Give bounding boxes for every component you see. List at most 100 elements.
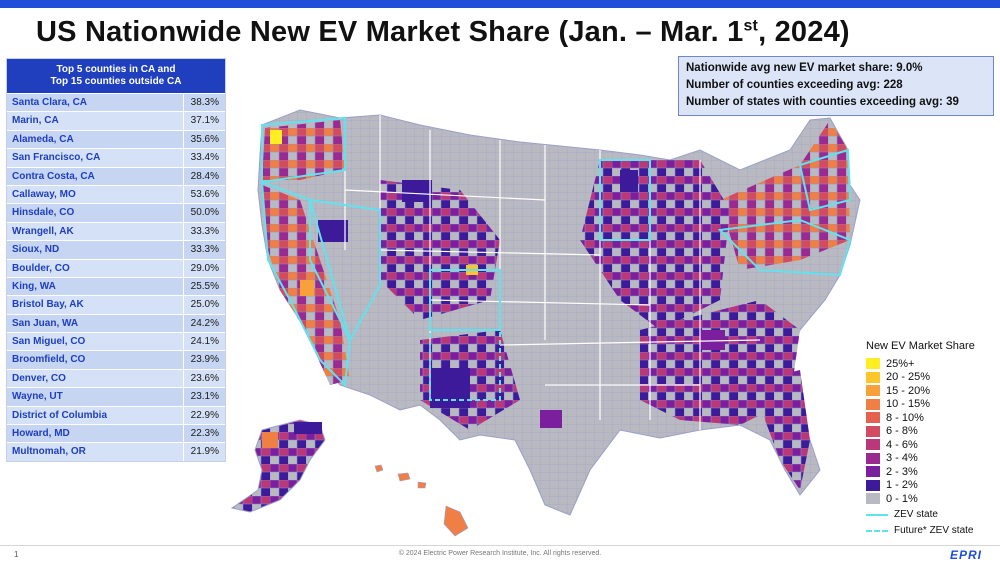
county-name: Alameda, CA xyxy=(12,133,74,145)
footer-divider xyxy=(0,545,1000,546)
legend-item: 1 - 2% xyxy=(866,479,996,493)
table-row: San Francisco, CA 33.4% xyxy=(7,148,225,167)
page-title: US Nationwide New EV Market Share (Jan. … xyxy=(36,16,850,48)
table-row: Multnomah, OR 21.9% xyxy=(7,442,225,461)
county-share-value: 33.3% xyxy=(183,241,225,259)
table-row: Santa Clara, CA 38.3% xyxy=(7,93,225,112)
table-row: Bristol Bay, AK 25.0% xyxy=(7,295,225,314)
legend-zev-label: ZEV state xyxy=(894,509,938,520)
county-share-value: 53.6% xyxy=(183,185,225,204)
county-name: Broomfield, CO xyxy=(12,354,86,366)
table-row: Sioux, ND 33.3% xyxy=(7,240,225,259)
table-row: Hinsdale, CO 50.0% xyxy=(7,203,225,222)
stats-states-exceeding: Number of states with counties exceeding… xyxy=(686,96,959,108)
county-name: Santa Clara, CA xyxy=(12,97,88,108)
county-name: Wrangell, AK xyxy=(12,225,74,237)
county-share-value: 23.6% xyxy=(183,369,225,388)
county-name: Sioux, ND xyxy=(12,244,60,256)
legend-swatch xyxy=(866,466,880,478)
top-counties-table: Top 5 counties in CA and Top 15 counties… xyxy=(6,58,226,462)
county-name: Bristol Bay, AK xyxy=(12,299,84,311)
table-header-line1: Top 5 counties in CA and xyxy=(56,64,176,75)
legend-swatch xyxy=(866,398,880,410)
legend-swatch xyxy=(866,479,880,491)
legend-title: New EV Market Share xyxy=(866,340,975,352)
county-name: Contra Costa, CA xyxy=(12,170,95,182)
hawaii-shape xyxy=(374,464,469,537)
county-share-value: 35.6% xyxy=(183,130,225,149)
table-row: Wrangell, AK 33.3% xyxy=(7,221,225,241)
county-name: District of Columbia xyxy=(12,409,108,421)
table-row: San Juan, WA 24.2% xyxy=(7,313,225,333)
county-share-value: 24.1% xyxy=(183,333,225,351)
county-share-value: 25.0% xyxy=(183,296,225,314)
county-share-value: 21.9% xyxy=(183,443,225,461)
legend-swatch xyxy=(866,385,880,397)
page-number: 1 xyxy=(14,550,19,559)
county-share-value: 28.4% xyxy=(183,167,225,185)
county-name: San Francisco, CA xyxy=(12,152,101,164)
table-row: San Miguel, CO 24.1% xyxy=(7,332,225,351)
legend-label: 2 - 3% xyxy=(886,465,918,478)
county-share-value: 33.3% xyxy=(183,222,225,241)
table-row: Howard, MD 22.3% xyxy=(7,424,225,443)
legend-label: 1 - 2% xyxy=(886,479,918,492)
table-row: Broomfield, CO 23.9% xyxy=(7,350,225,369)
legend-swatch xyxy=(866,452,880,464)
county-name: Marin, CA xyxy=(12,115,59,127)
epri-logo: EPRI xyxy=(950,548,983,562)
county-share-value: 37.1% xyxy=(183,112,225,130)
top-accent-bar xyxy=(0,0,1000,8)
legend-item: 10 - 15% xyxy=(866,398,996,412)
legend-swatch xyxy=(866,425,880,437)
copyright-notice: © 2024 Electric Power Research Institute… xyxy=(398,550,602,557)
map-legend: New EV Market Share 25%+ 20 - 25% 15 - 20%… xyxy=(866,340,996,538)
legend-item: 2 - 3% xyxy=(866,465,996,479)
legend-item: 20 - 25% xyxy=(866,371,996,385)
table-row: Wayne, UT 23.1% xyxy=(7,387,225,406)
legend-item: 3 - 4% xyxy=(866,452,996,466)
stats-box: Nationwide avg new EV market share: 9.0%… xyxy=(678,56,994,116)
legend-zev-state: ZEV state xyxy=(866,508,996,522)
county-name: Hinsdale, CO xyxy=(12,207,75,219)
county-share-value: 24.2% xyxy=(183,314,225,333)
table-row: Marin, CA 37.1% xyxy=(7,111,225,130)
county-share-value: 23.9% xyxy=(183,351,225,369)
county-share-value: 29.0% xyxy=(183,259,225,277)
legend-future-zev-state: Future* ZEV state xyxy=(866,524,996,538)
legend-swatch xyxy=(866,371,880,383)
county-name: Denver, CO xyxy=(12,372,66,384)
zev-dashed-line-swatch xyxy=(866,529,888,532)
table-row: Denver, CO 23.6% xyxy=(7,368,225,388)
table-row: Alameda, CA 35.6% xyxy=(7,129,225,149)
legend-label: 15 - 20% xyxy=(886,384,931,397)
county-name: San Miguel, CO xyxy=(12,336,86,348)
legend-item: 25%+ xyxy=(866,357,996,371)
legend-swatch xyxy=(866,439,880,451)
legend-items: 25%+ 20 - 25% 15 - 20% 10 - 15% 8 - 10% 6 - 8… xyxy=(866,357,996,506)
table-header-line2: Top 15 counties outside CA xyxy=(50,76,182,87)
legend-item: 8 - 10% xyxy=(866,411,996,425)
county-share-value: 22.9% xyxy=(183,406,225,425)
legend-label: 0 - 1% xyxy=(886,492,918,505)
county-name: Multnomah, OR xyxy=(12,446,86,458)
stats-avg-share: Nationwide avg new EV market share: 9.0% xyxy=(686,62,923,74)
legend-label: 20 - 25% xyxy=(886,371,931,384)
county-share-value: 38.3% xyxy=(183,94,225,112)
county-name: San Juan, WA xyxy=(12,317,79,329)
legend-label: 8 - 10% xyxy=(886,411,924,424)
county-share-value: 25.5% xyxy=(183,277,225,296)
legend-swatch xyxy=(866,412,880,424)
county-share-value: 23.1% xyxy=(183,388,225,406)
table-row: Boulder, CO 29.0% xyxy=(7,258,225,277)
legend-label: 4 - 6% xyxy=(886,438,918,451)
county-share-value: 33.4% xyxy=(183,149,225,167)
county-name: Wayne, UT xyxy=(12,391,63,403)
legend-label: 6 - 8% xyxy=(886,425,918,438)
legend-item: 4 - 6% xyxy=(866,438,996,452)
county-share-value: 50.0% xyxy=(183,204,225,222)
legend-label: 25%+ xyxy=(886,357,915,370)
legend-swatch xyxy=(866,358,880,370)
county-name: Callaway, MO xyxy=(12,188,76,200)
